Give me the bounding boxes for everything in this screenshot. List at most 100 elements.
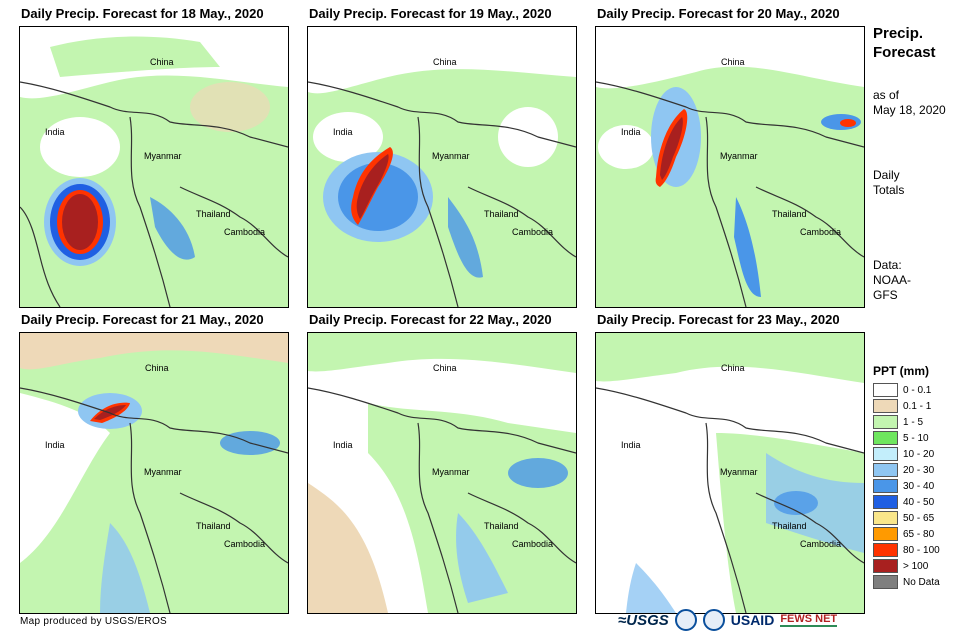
usaid-seal-icon — [702, 609, 725, 631]
legend-item: 30 - 40 — [873, 478, 963, 494]
daily-totals: Daily Totals — [873, 168, 904, 198]
forecast-panel-21-may: Daily Precip. Forecast for 21 May., 2020… — [19, 312, 289, 614]
legend-item: 1 - 5 — [873, 414, 963, 430]
legend-swatch — [873, 479, 898, 493]
legend-label: 1 - 5 — [903, 416, 924, 428]
label-china: China — [433, 363, 457, 373]
label-thailand: Thailand — [484, 209, 519, 219]
label-thailand: Thailand — [196, 521, 231, 531]
precip-map: China India Myanmar Thailand Cambodia — [307, 332, 577, 614]
legend-label: 65 - 80 — [903, 528, 935, 540]
panel-title: Daily Precip. Forecast for 23 May., 2020 — [597, 312, 840, 327]
panel-title: Daily Precip. Forecast for 19 May., 2020 — [309, 6, 552, 21]
label-myanmar: Myanmar — [432, 151, 470, 161]
legend-label: 0.1 - 1 — [903, 400, 932, 412]
map-drawing: China India Myanmar Thailand Cambodia — [20, 333, 288, 613]
ppt-legend: PPT (mm) 0 - 0.1 0.1 - 1 1 - 5 5 - 10 10 - 2… — [873, 364, 963, 590]
precip-map: China India Myanmar Thailand Cambodia — [19, 332, 289, 614]
legend-swatch — [873, 527, 898, 541]
label-thailand: Thailand — [196, 209, 231, 219]
label-india: India — [333, 440, 353, 450]
daily-line2: Totals — [873, 183, 905, 197]
legend-label: 30 - 40 — [903, 480, 935, 492]
precip-map: China India Myanmar Thailand Cambodia — [595, 26, 865, 308]
label-china: China — [145, 363, 169, 373]
label-thailand: Thailand — [772, 521, 807, 531]
legend-swatch — [873, 415, 898, 429]
label-thailand: Thailand — [772, 209, 807, 219]
data-line3: GFS — [873, 288, 898, 302]
label-china: China — [150, 57, 174, 67]
forecast-panel-20-may: Daily Precip. Forecast for 20 May., 2020… — [595, 6, 865, 308]
label-myanmar: Myanmar — [432, 467, 470, 477]
label-india: India — [333, 127, 353, 137]
usaid-logo: USAID — [730, 612, 775, 628]
panel-title: Daily Precip. Forecast for 22 May., 2020 — [309, 312, 552, 327]
legend-swatch — [873, 495, 898, 509]
as-of-label: as of — [873, 88, 900, 102]
data-line1: Data: — [873, 258, 902, 272]
data-line2: NOAA- — [873, 273, 912, 287]
side-title: Precip. Forecast — [873, 24, 936, 62]
legend-label: 20 - 30 — [903, 464, 935, 476]
label-myanmar: Myanmar — [144, 151, 182, 161]
legend-swatch — [873, 575, 898, 589]
legend-swatch — [873, 399, 898, 413]
usgs-logo: ≈USGS — [618, 611, 669, 629]
as-of-date: as of May 18, 2020 — [873, 88, 946, 118]
label-china: China — [721, 57, 745, 67]
legend-label: 40 - 50 — [903, 496, 935, 508]
noaa-logo-icon — [674, 609, 697, 631]
forecast-panel-23-may: Daily Precip. Forecast for 23 May., 2020… — [595, 312, 865, 614]
label-india: India — [621, 440, 641, 450]
legend-item: No Data — [873, 574, 963, 590]
legend-swatch — [873, 447, 898, 461]
legend-item: 50 - 65 — [873, 510, 963, 526]
label-myanmar: Myanmar — [720, 467, 758, 477]
label-india: India — [45, 440, 65, 450]
legend-swatch — [873, 559, 898, 573]
label-cambodia: Cambodia — [800, 227, 841, 237]
legend-label: 80 - 100 — [903, 544, 940, 556]
label-cambodia: Cambodia — [800, 539, 841, 549]
label-china: China — [433, 57, 457, 67]
as-of-value: May 18, 2020 — [873, 103, 946, 117]
panel-title: Daily Precip. Forecast for 21 May., 2020 — [21, 312, 264, 327]
side-title-line1: Precip. — [873, 25, 924, 42]
label-china: China — [721, 363, 745, 373]
legend-item: 5 - 10 — [873, 430, 963, 446]
legend-label: 10 - 20 — [903, 448, 935, 460]
legend-label: 5 - 10 — [903, 432, 929, 444]
legend-swatch — [873, 463, 898, 477]
legend-label: 50 - 65 — [903, 512, 935, 524]
daily-line1: Daily — [873, 168, 900, 182]
legend-swatch — [873, 431, 898, 445]
map-drawing: China India Myanmar Thailand Cambodia — [20, 27, 288, 307]
legend-swatch — [873, 383, 898, 397]
map-drawing: China India Myanmar Thailand Cambodia — [308, 27, 576, 307]
precip-map: China India Myanmar Thailand Cambodia — [307, 26, 577, 308]
legend-swatch — [873, 543, 898, 557]
label-cambodia: Cambodia — [224, 539, 265, 549]
map-drawing: China India Myanmar Thailand Cambodia — [596, 27, 864, 307]
legend-title: PPT (mm) — [873, 364, 930, 378]
label-cambodia: Cambodia — [512, 539, 553, 549]
forecast-panel-22-may: Daily Precip. Forecast for 22 May., 2020… — [307, 312, 577, 614]
data-source: Data: NOAA- GFS — [873, 258, 911, 303]
legend-item: 40 - 50 — [873, 494, 963, 510]
side-title-line2: Forecast — [873, 44, 936, 61]
legend-item: 80 - 100 — [873, 542, 963, 558]
precip-map: China India Myanmar Thailand Cambodia — [595, 332, 865, 614]
legend-label: > 100 — [903, 560, 929, 572]
panel-title: Daily Precip. Forecast for 20 May., 2020 — [597, 6, 840, 21]
legend-item: 20 - 30 — [873, 462, 963, 478]
map-drawing: China India Myanmar Thailand Cambodia — [308, 333, 576, 613]
partner-logos: ≈USGS USAID FEWS NET — [618, 606, 838, 634]
label-thailand: Thailand — [484, 521, 519, 531]
label-india: India — [45, 127, 65, 137]
legend-swatch — [873, 511, 898, 525]
map-drawing: China India Myanmar Thailand Cambodia — [596, 333, 864, 613]
precip-map: China India Myanmar Thailand Cambodia — [19, 26, 289, 308]
legend-label: No Data — [903, 576, 940, 588]
fews-net-logo: FEWS NET — [780, 613, 838, 627]
